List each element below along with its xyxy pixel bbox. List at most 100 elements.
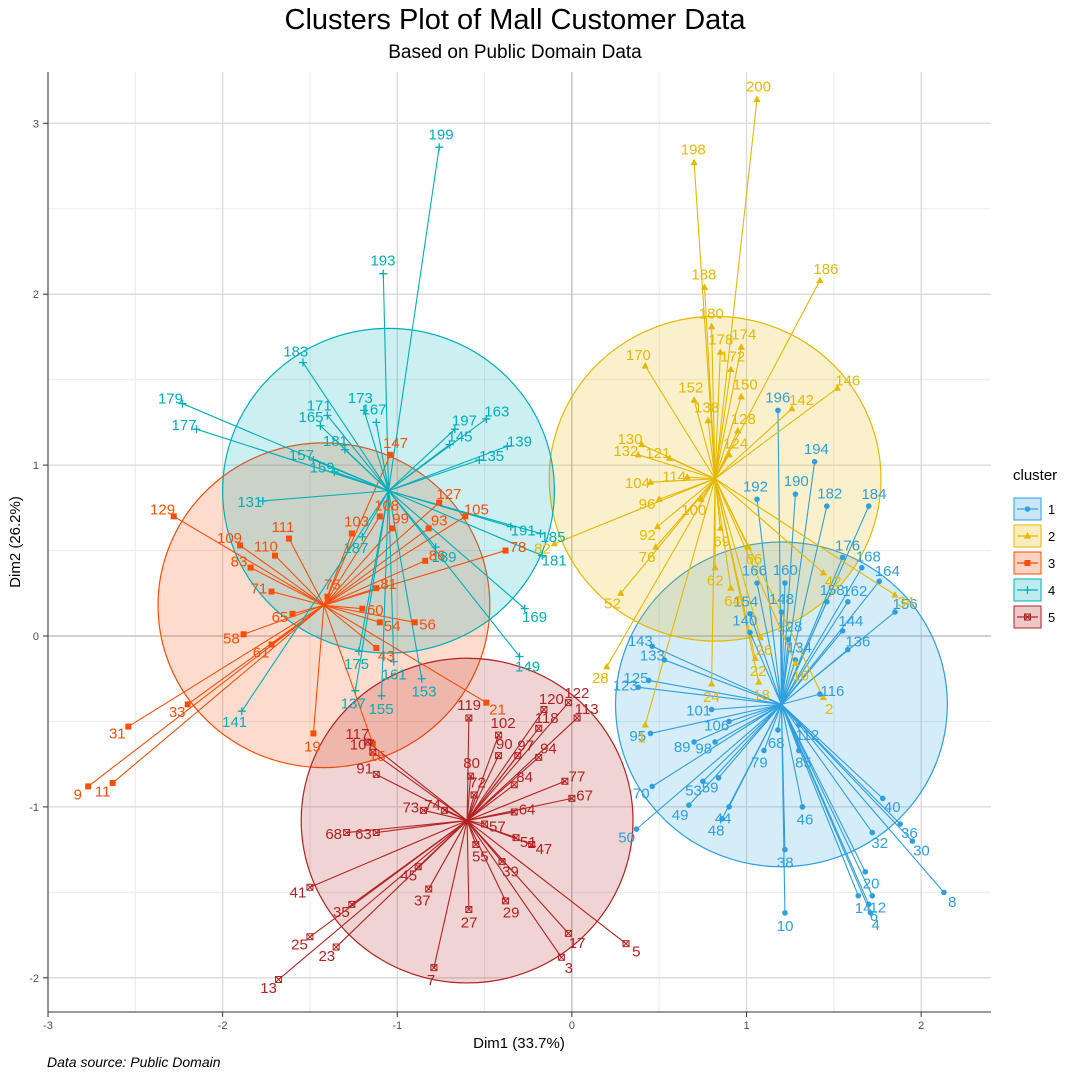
point-label: 152 — [678, 380, 703, 397]
cluster-5-ray — [466, 820, 569, 934]
cluster-2-ray — [714, 396, 742, 479]
cluster-1-point — [867, 910, 874, 916]
cluster-5-ray — [309, 820, 468, 938]
cluster-3-ray — [323, 604, 380, 623]
cluster-4-point — [389, 657, 398, 666]
cluster-4-ray — [262, 490, 389, 502]
point-label: 95 — [629, 728, 646, 745]
cluster-5-ray — [466, 820, 627, 945]
cluster-1-point — [775, 407, 781, 414]
cluster-5-ray — [466, 755, 519, 821]
point-label: 48 — [708, 822, 725, 839]
point-label: 181 — [323, 433, 348, 450]
cluster-5-point — [561, 777, 569, 785]
point-label: 59 — [702, 780, 719, 797]
point-label: 123 — [613, 678, 638, 695]
cluster-1-point — [862, 869, 869, 875]
cluster-4-point — [316, 421, 325, 430]
cluster-1-ray — [781, 703, 884, 799]
cluster-3-ray — [323, 516, 381, 606]
cluster-5-point — [535, 724, 543, 732]
cluster-4-ray — [388, 428, 456, 492]
point-label: 134 — [787, 640, 812, 657]
point-label: 186 — [813, 261, 838, 278]
point-label: 141 — [222, 714, 247, 731]
cluster-3-ray — [323, 502, 440, 606]
point-label: 132 — [613, 443, 638, 460]
point-label: 161 — [382, 667, 407, 684]
cluster-5-ray — [466, 776, 472, 821]
cluster-3-point — [373, 585, 380, 592]
point-label: 142 — [789, 392, 814, 409]
cluster-1-point — [719, 816, 725, 822]
cluster-2-point — [756, 633, 765, 641]
cluster-1-point — [796, 747, 802, 754]
cluster-5-point — [557, 953, 565, 961]
cluster-2-ray — [714, 478, 762, 638]
cluster-2-ray — [714, 280, 821, 480]
cluster-2-point — [707, 322, 716, 330]
x-tick-label: 1 — [743, 1020, 749, 1032]
point-label: 101 — [686, 702, 711, 719]
cluster-1-point — [892, 609, 898, 615]
point-label: 144 — [838, 613, 863, 630]
cluster-5-ray — [278, 820, 468, 980]
cluster-3-point — [324, 593, 331, 600]
point-label: 171 — [307, 397, 332, 414]
cluster-3-point — [247, 564, 254, 571]
point-label: 51 — [520, 834, 537, 851]
point-label: 64 — [519, 802, 536, 819]
cluster-1-ray — [721, 704, 782, 820]
point-label: 35 — [333, 904, 350, 921]
cluster-4-ray — [302, 362, 389, 492]
cluster-3-point — [376, 619, 383, 626]
point-label: 185 — [540, 529, 565, 546]
cluster-2-ray — [714, 387, 838, 480]
cluster-1-ray — [718, 704, 782, 779]
cluster-1-ray — [749, 613, 782, 705]
cluster-5-point — [372, 770, 380, 778]
cluster-2-point — [716, 348, 724, 355]
cluster-1-ray — [781, 703, 913, 842]
point-label: 133 — [640, 647, 665, 664]
point-label: 70 — [633, 785, 650, 802]
point-label: 43 — [378, 648, 395, 665]
cluster-1-ray — [780, 704, 786, 913]
cluster-4-ray — [387, 490, 395, 662]
cluster-5-point — [564, 699, 572, 707]
point-label: 200 — [746, 78, 771, 95]
cluster-4-point — [506, 522, 515, 531]
point-label: 180 — [699, 306, 724, 323]
data-source-caption: Data source: Public Domain — [47, 1054, 221, 1070]
cluster-5-point — [306, 883, 314, 891]
point-label: 34 — [898, 594, 915, 611]
cluster-4-point — [192, 425, 201, 434]
cluster-3-ray — [323, 533, 353, 606]
point-label: 24 — [703, 689, 720, 706]
cluster-1-point — [792, 491, 799, 497]
point-label: 183 — [283, 344, 308, 361]
cluster-4-ray — [388, 490, 543, 557]
cluster-4-ray — [196, 428, 389, 492]
cluster-3-point — [348, 530, 355, 537]
cluster-1-ray — [780, 704, 803, 808]
cluster-2-ray — [714, 352, 721, 479]
point-label: 146 — [835, 372, 860, 389]
cluster-4-point — [515, 652, 524, 661]
cluster-2-point — [755, 678, 763, 685]
cluster-1-point — [897, 821, 903, 827]
cluster-4-point — [431, 543, 440, 552]
cluster-5-ray — [466, 820, 532, 846]
cluster-5-point — [472, 841, 480, 849]
point-label: 125 — [623, 670, 648, 687]
point-label: 189 — [432, 549, 457, 566]
point-label: 30 — [913, 842, 930, 859]
point-label: 179 — [158, 390, 183, 407]
cluster-5-ray — [466, 755, 500, 821]
cluster-rays — [87, 99, 945, 980]
cluster-1-point — [761, 747, 767, 754]
cluster-1-point — [649, 643, 656, 650]
cluster-1-point — [778, 609, 785, 615]
cluster-1-ray — [777, 410, 782, 705]
cluster-3-ray — [87, 604, 325, 787]
